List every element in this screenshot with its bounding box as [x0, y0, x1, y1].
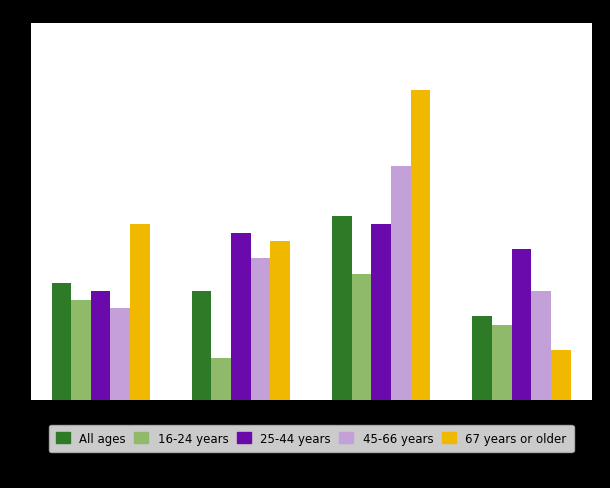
Bar — [51, 283, 71, 400]
Bar — [371, 225, 391, 400]
Bar — [472, 317, 492, 400]
Bar — [270, 242, 290, 400]
Bar — [251, 258, 270, 400]
Bar — [91, 292, 110, 400]
Bar — [492, 325, 512, 400]
Bar — [551, 350, 571, 400]
Bar — [110, 308, 130, 400]
Bar — [212, 358, 231, 400]
Bar — [352, 275, 371, 400]
Legend: All ages, 16-24 years, 25-44 years, 45-66 years, 67 years or older: All ages, 16-24 years, 25-44 years, 45-6… — [49, 425, 573, 452]
Bar — [391, 166, 411, 400]
Bar — [192, 292, 212, 400]
Bar — [130, 225, 150, 400]
Bar — [411, 91, 431, 400]
Bar — [231, 233, 251, 400]
Bar — [512, 250, 531, 400]
Bar — [531, 292, 551, 400]
Bar — [71, 300, 91, 400]
Bar — [332, 217, 352, 400]
